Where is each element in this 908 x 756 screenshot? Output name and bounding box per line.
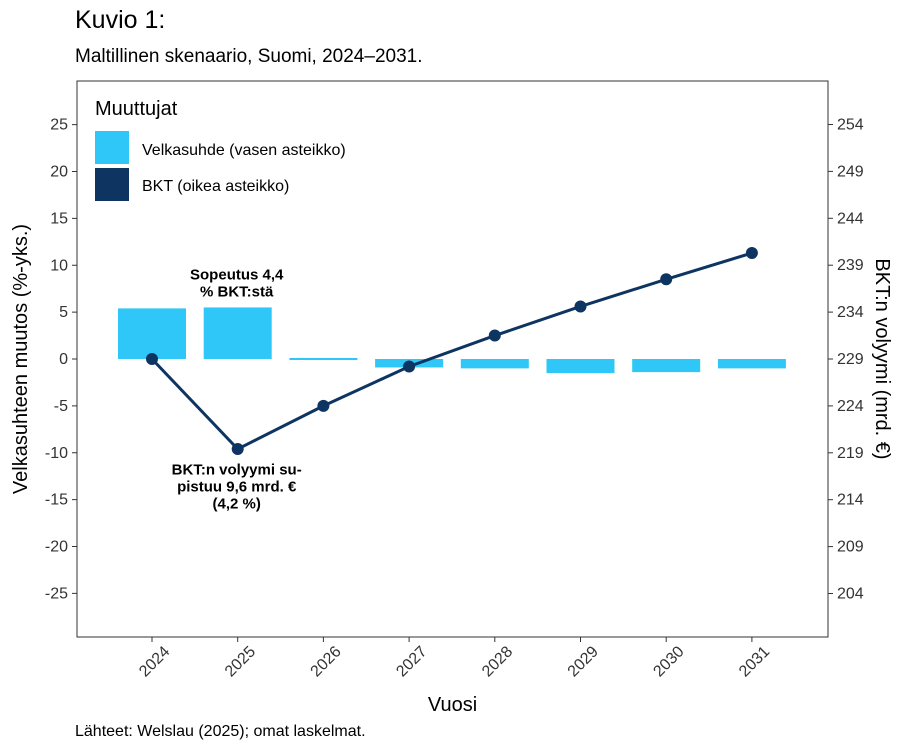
right-tick-label: 209 bbox=[837, 539, 864, 556]
left-y-axis: 25 20 15 10 5 0 -5 -10 -15 -20 -25 bbox=[45, 117, 77, 602]
x-tick-label: 2029 bbox=[565, 643, 602, 680]
bkt-line bbox=[150, 251, 753, 451]
left-tick-label: 5 bbox=[59, 304, 68, 321]
right-tick-label: 244 bbox=[837, 210, 864, 227]
legend-label-velkasuhde: Velkasuhde (vasen asteikko) bbox=[142, 142, 346, 159]
x-axis: 2024 2025 2026 2027 2028 2029 2030 2031 bbox=[136, 637, 773, 680]
x-tick-label: 2028 bbox=[479, 643, 516, 680]
right-y-axis: 254 249 244 239 234 229 224 219 214 209 204 bbox=[828, 117, 864, 603]
y-axis-right-title: BKT:n volyymi (mrd. €) bbox=[871, 258, 893, 459]
bar-2030 bbox=[632, 359, 701, 373]
bkt-point-2029 bbox=[574, 300, 587, 313]
left-tick-label: -10 bbox=[45, 445, 68, 462]
left-tick-label: 10 bbox=[50, 257, 68, 274]
chart-title: Kuvio 1: bbox=[75, 6, 166, 34]
legend-title: Muuttujat bbox=[95, 98, 178, 120]
right-tick-label: 239 bbox=[837, 257, 864, 274]
left-tick-label: -15 bbox=[45, 492, 68, 509]
bkt-point-2025 bbox=[231, 443, 244, 456]
x-axis-title: Vuosi bbox=[428, 694, 477, 716]
legend-key-velkasuhde bbox=[95, 131, 129, 164]
x-tick-label: 2031 bbox=[736, 643, 773, 680]
right-tick-label: 204 bbox=[837, 586, 864, 603]
x-tick-label: 2026 bbox=[308, 643, 345, 680]
bkt-point-2027 bbox=[403, 360, 416, 373]
annotation-1-line: (4,2 %) bbox=[213, 495, 261, 512]
annotation-1-line: BKT:n volyymi su- bbox=[172, 461, 302, 478]
bkt-point-2026 bbox=[317, 399, 330, 412]
left-tick-label: -20 bbox=[45, 539, 68, 556]
right-tick-label: 224 bbox=[837, 398, 864, 415]
right-tick-label: 249 bbox=[837, 163, 864, 180]
bar-2026 bbox=[289, 358, 358, 360]
annotation-1-line: pistuu 9,6 mrd. € bbox=[177, 478, 297, 495]
legend-label-bkt: BKT (oikea asteikko) bbox=[142, 178, 289, 195]
left-tick-label: 25 bbox=[50, 117, 68, 134]
x-tick-label: 2025 bbox=[222, 643, 259, 680]
bkt-point-2024 bbox=[146, 353, 158, 365]
right-tick-label: 254 bbox=[837, 117, 864, 134]
legend-key-bkt bbox=[95, 168, 129, 201]
bar-2024 bbox=[118, 308, 186, 359]
plot-panel-frame bbox=[76, 80, 829, 638]
y-axis-left-title: Velkasuhteen muutos (%-yks.) bbox=[10, 224, 32, 494]
bar-2029 bbox=[546, 359, 615, 374]
bkt-point-2028 bbox=[488, 329, 501, 342]
bar-2028 bbox=[460, 359, 529, 369]
left-tick-label: 15 bbox=[50, 210, 68, 227]
bar-2031 bbox=[717, 359, 786, 369]
x-tick-label: 2027 bbox=[393, 643, 430, 680]
x-tick-label: 2030 bbox=[650, 643, 687, 680]
bkt-point-2031 bbox=[745, 247, 758, 260]
annotation-0-line: Sopeutus 4,4 bbox=[190, 266, 284, 283]
right-tick-label: 229 bbox=[837, 351, 864, 368]
line-series bbox=[146, 247, 758, 456]
left-tick-label: -25 bbox=[45, 585, 68, 602]
left-tick-label: 0 bbox=[59, 351, 68, 368]
right-tick-label: 214 bbox=[837, 492, 864, 509]
left-tick-label: -5 bbox=[54, 398, 68, 415]
right-tick-label: 234 bbox=[837, 304, 864, 321]
x-tick-label: 2024 bbox=[136, 643, 173, 680]
left-tick-label: 20 bbox=[50, 164, 68, 181]
bar-series bbox=[118, 307, 786, 374]
right-tick-label: 219 bbox=[837, 445, 864, 462]
legend: Muuttujat Velkasuhde (vasen asteikko) BK… bbox=[95, 98, 346, 201]
annotations: Sopeutus 4,4% BKT:stä BKT:n volyymi su-pi… bbox=[172, 266, 302, 512]
bar-2025 bbox=[203, 307, 272, 359]
chart-subtitle: Maltillinen skenaario, Suomi, 2024–2031. bbox=[75, 46, 423, 67]
annotation-0-line: % BKT:stä bbox=[200, 283, 274, 300]
source-caption: Lähteet: Welslau (2025); omat laskelmat. bbox=[75, 723, 366, 740]
bkt-point-2030 bbox=[660, 273, 673, 286]
